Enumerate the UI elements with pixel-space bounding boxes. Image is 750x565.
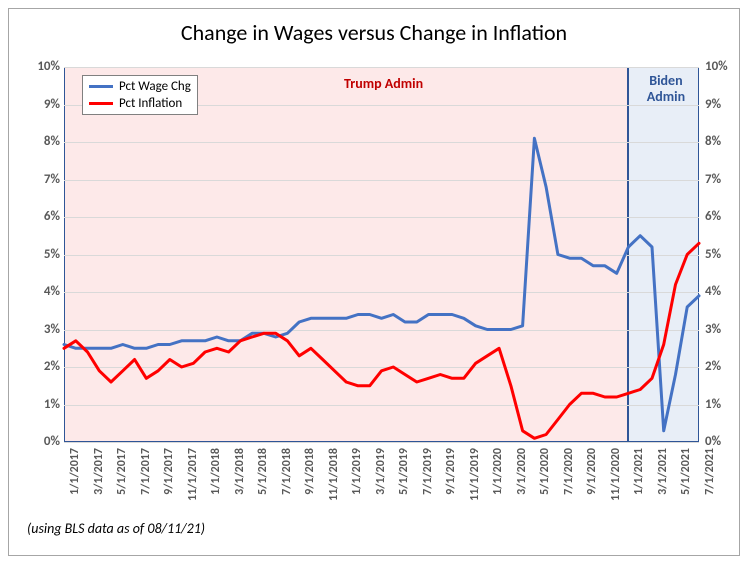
series-svg [64, 67, 699, 442]
xaxis-tick: 7/1/2021 [703, 448, 717, 518]
yaxis-tick-left: 0% [20, 434, 60, 449]
xaxis-tick: 1/1/2019 [350, 448, 364, 518]
yaxis-tick-left: 1% [20, 397, 60, 412]
yaxis-tick-right: 4% [705, 284, 745, 299]
yaxis-tick-left: 7% [20, 172, 60, 187]
xaxis-tick: 5/1/2018 [256, 448, 270, 518]
yaxis-tick-right: 0% [705, 434, 745, 449]
xaxis-tick: 3/1/2019 [374, 448, 388, 518]
xaxis-tick: 5/1/2020 [538, 448, 552, 518]
xaxis-tick: 5/1/2021 [679, 448, 693, 518]
xaxis-tick: 7/1/2020 [562, 448, 576, 518]
yaxis-tick-left: 2% [20, 359, 60, 374]
plot-area: Pct Wage Chg Pct Inflation Trump Admin Bide… [64, 67, 699, 442]
region-label: BidenAdmin [638, 73, 693, 105]
chart-title: Change in Wages versus Change in Inflati… [9, 19, 739, 46]
yaxis-tick-left: 9% [20, 97, 60, 112]
yaxis-tick-left: 6% [20, 209, 60, 224]
xaxis-tick: 1/1/2017 [68, 448, 82, 518]
region-label: Trump Admin [344, 75, 423, 92]
legend-swatch [89, 102, 113, 105]
xaxis-tick: 11/1/2020 [609, 448, 623, 518]
gridline [64, 442, 699, 443]
yaxis-tick-left: 3% [20, 322, 60, 337]
legend-item: Pct Inflation [89, 95, 191, 112]
xaxis-tick: 3/1/2021 [656, 448, 670, 518]
yaxis-tick-right: 2% [705, 359, 745, 374]
xaxis-tick: 9/1/2018 [303, 448, 317, 518]
xaxis-tick: 3/1/2020 [515, 448, 529, 518]
xaxis-tick: 9/1/2019 [444, 448, 458, 518]
xaxis-tick: 1/1/2021 [632, 448, 646, 518]
series-line [64, 138, 699, 431]
yaxis-tick-right: 8% [705, 134, 745, 149]
yaxis-tick-right: 10% [705, 59, 745, 74]
chart-frame: Change in Wages versus Change in Inflati… [8, 8, 740, 556]
legend: Pct Wage Chg Pct Inflation [82, 75, 198, 115]
yaxis-tick-right: 7% [705, 172, 745, 187]
xaxis-tick: 5/1/2019 [397, 448, 411, 518]
xaxis-tick: 3/1/2018 [233, 448, 247, 518]
xaxis-tick: 11/1/2018 [327, 448, 341, 518]
series-line [64, 243, 699, 438]
yaxis-tick-left: 8% [20, 134, 60, 149]
xaxis-tick: 1/1/2018 [209, 448, 223, 518]
xaxis-tick: 7/1/2017 [139, 448, 153, 518]
xaxis-tick: 11/1/2019 [468, 448, 482, 518]
xaxis-tick: 9/1/2020 [585, 448, 599, 518]
footnote: (using BLS data as of 08/11/21) [27, 520, 205, 537]
yaxis-tick-left: 10% [20, 59, 60, 74]
yaxis-tick-right: 1% [705, 397, 745, 412]
legend-label: Pct Inflation [119, 96, 182, 111]
yaxis-tick-right: 6% [705, 209, 745, 224]
yaxis-tick-right: 3% [705, 322, 745, 337]
yaxis-tick-left: 5% [20, 247, 60, 262]
legend-label: Pct Wage Chg [119, 79, 191, 94]
xaxis-tick: 5/1/2017 [115, 448, 129, 518]
legend-swatch [89, 85, 113, 88]
xaxis-tick: 7/1/2018 [280, 448, 294, 518]
yaxis-tick-right: 5% [705, 247, 745, 262]
xaxis-tick: 7/1/2019 [421, 448, 435, 518]
xaxis-tick: 11/1/2017 [186, 448, 200, 518]
xaxis-tick: 3/1/2017 [92, 448, 106, 518]
legend-item: Pct Wage Chg [89, 78, 191, 95]
yaxis-tick-left: 4% [20, 284, 60, 299]
xaxis-tick: 1/1/2020 [491, 448, 505, 518]
yaxis-tick-right: 9% [705, 97, 745, 112]
xaxis-tick: 9/1/2017 [162, 448, 176, 518]
